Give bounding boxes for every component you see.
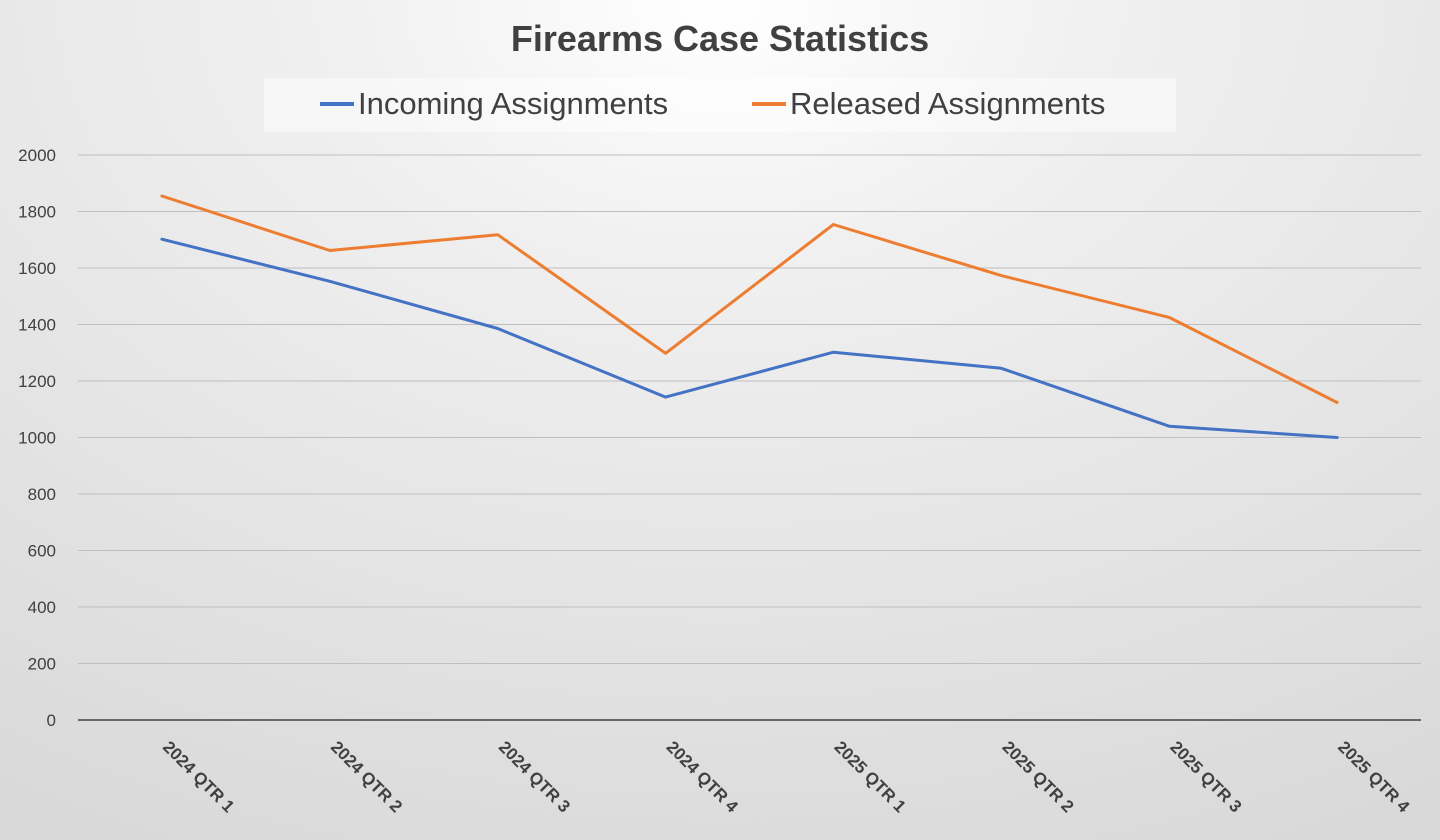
legend-item-incoming: Incoming Assignments	[320, 86, 668, 122]
x-tick-label: 2025 QTR 3	[1166, 737, 1245, 816]
x-tick-label: 2024 QTR 3	[495, 737, 574, 816]
series-line-incoming	[160, 237, 1339, 439]
y-tick-label: 1400	[18, 316, 56, 335]
y-tick-label: 200	[28, 655, 56, 674]
y-tick-label: 400	[28, 598, 56, 617]
x-axis-tick-labels: 2024 QTR 1 2024 QTR 2 2024 QTR 3 2024 QTR 4…	[159, 737, 1413, 816]
series-line-released	[160, 194, 1339, 404]
y-tick-label: 1200	[18, 372, 56, 391]
y-tick-label: 2000	[18, 146, 56, 165]
y-tick-label: 0	[47, 711, 56, 730]
y-tick-label: 1800	[18, 203, 56, 222]
legend-swatch-incoming	[320, 102, 354, 106]
y-axis-tick-labels: 0 200 400 600 800 1000 1200 1400 1600 1800 2000	[18, 146, 56, 730]
y-tick-label: 1000	[18, 429, 56, 448]
x-tick-label: 2025 QTR 2	[998, 737, 1077, 816]
chart-title: Firearms Case Statistics	[510, 18, 930, 59]
x-tick-label: 2024 QTR 4	[663, 737, 742, 816]
legend-item-released: Released Assignments	[752, 86, 1105, 122]
y-tick-label: 800	[28, 485, 56, 504]
legend: Incoming Assignments Released Assignment…	[264, 78, 1176, 132]
grid-lines	[78, 154, 1421, 664]
x-tick-label: 2024 QTR 2	[327, 737, 406, 816]
legend-label-incoming: Incoming Assignments	[358, 86, 669, 121]
y-tick-label: 600	[28, 542, 56, 561]
x-tick-label: 2024 QTR 1	[159, 737, 238, 816]
legend-label-released: Released Assignments	[790, 86, 1106, 121]
x-tick-label: 2025 QTR 1	[831, 737, 910, 816]
x-tick-label: 2025 QTR 4	[1334, 737, 1413, 816]
series-lines	[160, 194, 1339, 439]
y-tick-label: 1600	[18, 259, 56, 278]
legend-swatch-released	[752, 102, 786, 106]
